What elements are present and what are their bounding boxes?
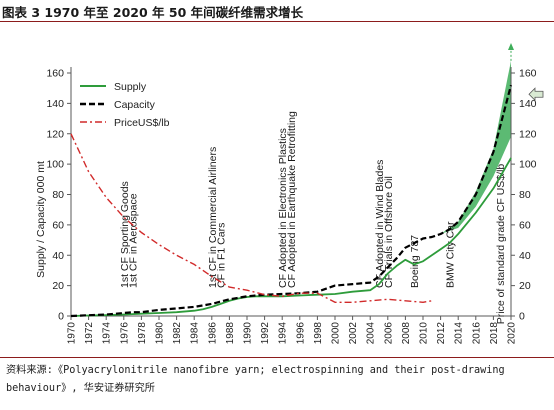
x-tick-label: 2016 xyxy=(471,322,482,345)
left-axis-title: Supply / Capacity 000 mt xyxy=(35,161,47,278)
x-tick-label: 2000 xyxy=(331,322,342,345)
right-tick-label: 20 xyxy=(519,280,531,292)
annotation-label: CF Adopted in Wind Blades xyxy=(374,160,386,288)
x-tick-label: 1974 xyxy=(102,322,113,345)
source-divider xyxy=(0,357,554,358)
left-tick-label: 160 xyxy=(46,68,64,80)
left-tick-label: 80 xyxy=(52,189,64,201)
annotation-label: Boeing 787 xyxy=(409,235,421,288)
x-tick-label: 1970 xyxy=(67,322,78,345)
x-tick-label: 1972 xyxy=(84,322,95,345)
demand-growth-chart: 0 20 40 60 80 100 120 140 160 0 20 40 60 80 100 120 140 1… xyxy=(35,43,544,345)
x-tick-label: 2004 xyxy=(366,322,377,345)
series-line xyxy=(70,84,513,318)
annotation-label: CF in F1 Cars xyxy=(216,223,228,288)
right-tick-label: 140 xyxy=(519,98,537,110)
title-divider xyxy=(0,21,554,22)
legend-label: PriceUS$/lb xyxy=(114,117,170,129)
right-tick-label: 160 xyxy=(519,68,537,80)
x-tick-label: 1994 xyxy=(278,322,289,345)
x-tick-label: 1986 xyxy=(207,322,218,345)
x-tick-label: 2020 xyxy=(507,322,518,345)
x-tick-label: 2018 xyxy=(489,322,500,345)
annotation-label: CF Adopted in Earthquake Retrofitting xyxy=(286,111,298,288)
left-tick-label: 0 xyxy=(58,311,64,323)
annotation-label: CF Trials in Offshore Oil xyxy=(383,176,395,288)
left-tick-label: 140 xyxy=(46,98,64,110)
right-tick-label: 40 xyxy=(519,250,531,262)
right-axis-title: Price of standard grade CF US$/lb xyxy=(495,164,507,325)
x-tick-label: 1988 xyxy=(225,322,236,345)
x-tick-label: 2010 xyxy=(419,322,430,345)
x-tick-label: 2008 xyxy=(401,322,412,345)
annotation-label: 1st CF in Commercial Airliners xyxy=(207,147,219,288)
right-tick-label: 100 xyxy=(519,159,537,171)
legend-label: Capacity xyxy=(114,99,156,111)
x-tick-label: 1998 xyxy=(313,322,324,345)
x-tick-label: 2014 xyxy=(454,322,465,345)
left-tick-label: 60 xyxy=(52,219,64,231)
annotation-label: 1st CF Sporting Goods xyxy=(119,181,131,288)
x-tick-label: 1990 xyxy=(243,322,254,345)
annotation-label: 1st CF in Aerospace xyxy=(128,193,140,288)
right-tick-label: 120 xyxy=(519,128,537,140)
x-tick-label: 1980 xyxy=(155,322,166,345)
left-tick-label: 20 xyxy=(52,280,64,292)
annotation-label: CF Adopted in Electronics Plastics xyxy=(277,128,289,288)
right-tick-label: 0 xyxy=(519,311,525,323)
left-tick-label: 40 xyxy=(52,250,64,262)
source-note: 资料来源:《Polyacrylonitrile nanofibre yarn; … xyxy=(6,365,505,394)
series-line xyxy=(70,157,512,317)
x-tick-label: 2002 xyxy=(348,322,359,345)
right-tick-label: 80 xyxy=(519,189,531,201)
forecast-arrow-head xyxy=(508,43,514,50)
figure-title: 图表 3 1970 年至 2020 年 50 年间碳纤维需求增长 xyxy=(2,5,304,20)
legend-label: Supply xyxy=(114,81,147,93)
x-tick-label: 1978 xyxy=(137,322,148,345)
x-tick-label: 1992 xyxy=(260,322,271,345)
x-tick-label: 2006 xyxy=(383,322,394,345)
right-tick-label: 60 xyxy=(519,219,531,231)
left-tick-label: 100 xyxy=(46,159,64,171)
forecast-band xyxy=(440,60,511,234)
x-tick-label: 2012 xyxy=(436,322,447,345)
x-tick-label: 1982 xyxy=(172,322,183,345)
axis-pointer-arrow xyxy=(528,87,544,102)
left-tick-label: 120 xyxy=(46,128,64,140)
x-tick-label: 1984 xyxy=(190,322,201,345)
x-tick-label: 1976 xyxy=(119,322,130,345)
x-tick-label: 1996 xyxy=(295,322,306,345)
series-line xyxy=(70,133,432,303)
